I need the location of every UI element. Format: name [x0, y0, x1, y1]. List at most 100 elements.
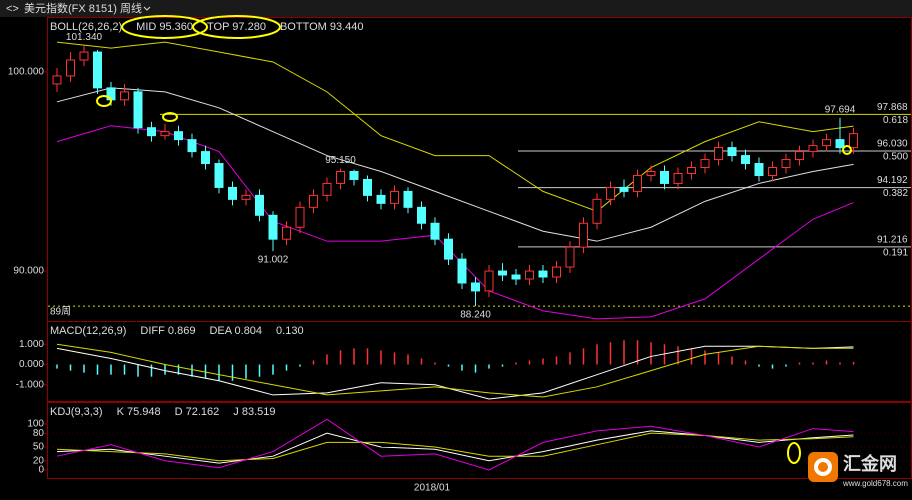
candle-body [187, 139, 197, 153]
y-tick-label: 0.000 [19, 359, 44, 370]
candle-body [687, 167, 696, 174]
nav-arrows[interactable]: <> [6, 3, 19, 15]
candle-body [552, 266, 561, 278]
candle-body [147, 127, 156, 137]
indicator-line [56, 41, 854, 212]
watermark-url: www.gold678.com [842, 479, 908, 488]
indicator-line [56, 430, 854, 464]
candle-body [133, 91, 143, 129]
indicator-header: KDJ(9,3,3) [50, 406, 103, 418]
candle-body [673, 172, 683, 184]
candle-body [241, 194, 251, 200]
candle-body [835, 139, 845, 149]
candle-body [781, 159, 791, 169]
candle-body [268, 214, 278, 240]
candle-body [363, 178, 372, 196]
indicator-header: MACD(12,26,9) [50, 325, 126, 337]
candle-body [255, 194, 264, 216]
candle-body [214, 163, 224, 188]
candle-body [120, 91, 129, 101]
toolbar [0, 0, 912, 17]
candle-body [471, 282, 480, 292]
y-tick-label: 0 [38, 465, 44, 476]
price-annotation: 97.694 [825, 105, 856, 116]
candle-body [417, 206, 426, 224]
highlight-circle [162, 112, 178, 122]
fib-ratio: 0.618 [883, 115, 908, 126]
candle-body [700, 159, 710, 169]
candle-body [457, 258, 467, 284]
indicator-line [56, 87, 854, 242]
indicator-value: J 83.519 [233, 406, 275, 418]
candle-body [579, 222, 588, 248]
price-annotation: 101.340 [66, 32, 103, 43]
candle-body [309, 194, 318, 208]
price-annotation: 91.002 [258, 255, 289, 266]
y-tick-label: 100 [27, 419, 44, 430]
candle-body [592, 198, 602, 224]
candle-body [619, 186, 629, 192]
fib-ratio: 0.382 [883, 188, 908, 199]
candle-body [538, 270, 548, 278]
candle-body [727, 147, 737, 157]
candle-body [430, 222, 440, 240]
price-annotation: 88.240 [460, 310, 491, 321]
candle-body [498, 270, 507, 276]
highlight-circle [787, 442, 801, 464]
watermark-name: 汇金网 [843, 453, 897, 474]
indicator-line [56, 343, 854, 398]
y-tick-label: 20 [33, 455, 45, 466]
y-tick-label: 80 [33, 428, 45, 439]
indicator-value: DIFF 0.869 [140, 325, 195, 337]
dropdown-arrow[interactable] [143, 6, 151, 11]
candle-body [795, 151, 804, 161]
candle-body [336, 170, 345, 184]
candle-body [201, 151, 210, 165]
fib-value: 91.216 [877, 234, 908, 245]
period[interactable]: 周线 [120, 1, 142, 15]
symbol[interactable]: 美元指数(FX 8151) [24, 1, 117, 15]
candle-body [525, 270, 534, 280]
candle-body [376, 194, 386, 204]
candle-body [93, 51, 102, 89]
indicator-value: BOTTOM 93.440 [280, 21, 364, 33]
y-tick-label: 50 [33, 442, 45, 453]
candle-body [660, 170, 669, 184]
candle-body [822, 139, 831, 147]
price-annotation: 95.150 [325, 155, 356, 166]
y-tick-label: -1.000 [16, 379, 45, 390]
indicator-value: MID 95.360 [136, 21, 193, 33]
highlight-circle [96, 95, 112, 107]
highlight-circle [842, 145, 852, 155]
candle-body [849, 133, 858, 149]
candle-body [754, 163, 764, 176]
candle-body [646, 170, 656, 176]
fib-value: 96.030 [877, 139, 908, 150]
candle-body [160, 131, 170, 137]
indicator-value: DEA 0.804 [209, 325, 262, 337]
candle-body [714, 147, 723, 161]
candle-body [484, 270, 494, 292]
fib-ratio: 0.500 [883, 152, 908, 163]
indicator-value: 0.130 [276, 325, 304, 337]
indicator-value: TOP 97.280 [207, 21, 266, 33]
candle-body [228, 186, 237, 200]
fib-value: 94.192 [877, 175, 908, 186]
candle-body [808, 145, 818, 153]
fib-value: 97.868 [877, 102, 908, 113]
candle-body [66, 59, 75, 77]
indicator-line [56, 418, 854, 471]
y-tick-label: 100.000 [8, 67, 45, 78]
candle-body [511, 274, 521, 280]
candle-body [741, 155, 750, 165]
y-tick-label: 90.000 [13, 266, 44, 277]
candle-body [444, 238, 453, 260]
candle-body [403, 190, 413, 208]
candle-body [633, 174, 642, 192]
highlight-ellipse [121, 15, 209, 39]
candle-body [606, 186, 615, 200]
highlight-ellipse [192, 15, 281, 39]
plot-layer: 90.000 100.000 97.868 0.618 96.030 0.500 94.19… [8, 15, 911, 494]
